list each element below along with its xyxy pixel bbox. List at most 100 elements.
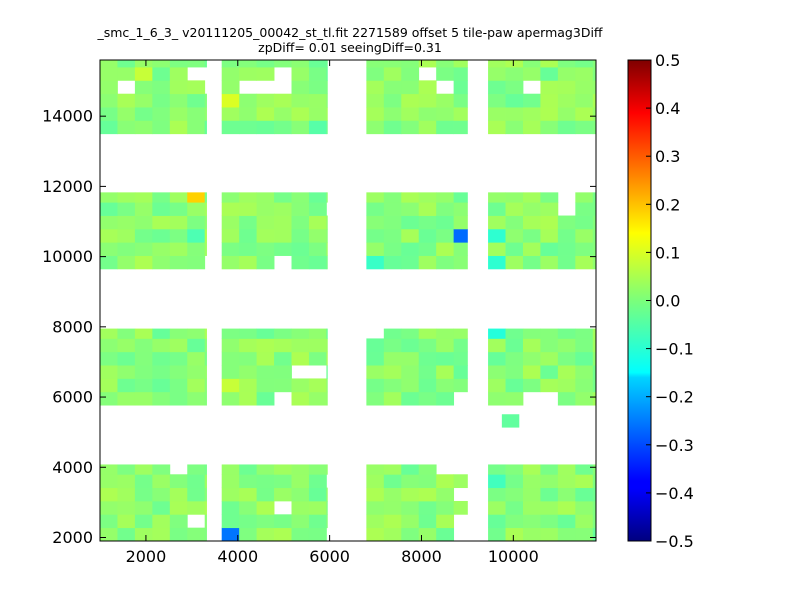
heatmap-cell <box>401 242 420 256</box>
heatmap-cell <box>100 365 118 379</box>
heatmap-cell <box>453 202 468 216</box>
heatmap-cell <box>204 338 207 353</box>
heatmap-cell <box>383 527 402 542</box>
heatmap-cell <box>134 192 153 203</box>
heatmap-cell <box>505 500 524 515</box>
heatmap-cell <box>366 215 385 230</box>
heatmap-cell <box>204 215 207 230</box>
heatmap-cell <box>221 67 240 81</box>
heatmap-cell <box>540 242 559 256</box>
heatmap-cell <box>488 67 506 81</box>
heatmap-cell <box>505 391 524 406</box>
heatmap-cell <box>169 215 188 230</box>
heatmap-cell <box>557 93 576 108</box>
heatmap-cell <box>274 365 292 379</box>
heatmap-cell <box>557 228 576 243</box>
heatmap-cell <box>187 202 206 216</box>
heatmap-cell <box>152 391 171 406</box>
heatmap-cell <box>575 328 594 339</box>
heatmap-cell <box>169 80 188 95</box>
heatmap-cell <box>187 228 206 243</box>
heatmap-cell <box>575 338 594 353</box>
colorbar-tick-label: 0.2 <box>655 195 680 214</box>
heatmap-cell <box>366 338 385 353</box>
heatmap-cell <box>575 487 594 502</box>
heatmap-cell <box>383 215 402 230</box>
heatmap-cell <box>134 93 153 108</box>
heatmap-cell <box>592 487 597 502</box>
heatmap-cell <box>204 192 207 203</box>
heatmap-cell <box>239 242 258 256</box>
heatmap-cell <box>592 120 597 135</box>
heatmap-cell <box>488 60 506 68</box>
heatmap-cell <box>134 67 153 81</box>
heatmap-cell <box>221 527 240 542</box>
heatmap-cell <box>575 464 594 475</box>
heatmap-cell <box>204 464 207 475</box>
y-tick-label: 12000 <box>42 177 93 196</box>
heatmap-cell <box>366 464 385 475</box>
heatmap-cell <box>308 474 327 489</box>
heatmap-cell <box>326 365 328 379</box>
heatmap-cell <box>383 514 402 529</box>
heatmap-cell <box>401 338 420 353</box>
heatmap-cell <box>522 242 541 256</box>
heatmap-cell <box>152 500 171 515</box>
heatmap-cell <box>418 464 437 475</box>
heatmap-cell <box>187 93 206 108</box>
heatmap-cell <box>488 255 506 270</box>
heatmap-cell <box>522 527 541 542</box>
heatmap-cell <box>204 391 207 406</box>
heatmap-cell <box>117 338 136 353</box>
heatmap-cell <box>557 365 576 379</box>
heatmap-cell <box>326 338 328 353</box>
heatmap-cell <box>204 474 207 489</box>
heatmap-cell <box>488 202 506 216</box>
heatmap-cell <box>575 215 594 230</box>
y-tick-label: 10000 <box>42 247 93 266</box>
heatmap-cell <box>117 192 136 203</box>
heatmap-cell <box>488 120 506 135</box>
heatmap-cell <box>117 228 136 243</box>
heatmap-cell <box>540 120 559 135</box>
heatmap-cell <box>100 328 118 339</box>
heatmap-cell <box>418 120 437 135</box>
heatmap-cell <box>291 80 310 95</box>
heatmap-cell <box>134 514 153 529</box>
heatmap-cell <box>418 242 437 256</box>
heatmap-cell <box>488 391 506 406</box>
heatmap-cell <box>540 215 559 230</box>
heatmap-cell <box>187 120 206 135</box>
heatmap-cell <box>557 351 576 366</box>
heatmap-cell <box>436 202 455 216</box>
heatmap-cell <box>522 202 541 216</box>
heatmap-cell <box>505 192 524 203</box>
heatmap-cell <box>401 80 420 95</box>
heatmap-cell <box>488 328 506 339</box>
heatmap-cell <box>169 514 188 529</box>
heatmap-cell <box>100 514 118 529</box>
heatmap-cell <box>436 365 455 379</box>
x-tick-label: 10000 <box>488 547 539 566</box>
heatmap-cell <box>366 365 385 379</box>
heatmap-cell <box>522 365 541 379</box>
heatmap-cell <box>291 338 310 353</box>
heatmap-cell <box>418 80 437 95</box>
heatmap-cell <box>557 67 576 81</box>
heatmap-cell <box>557 328 576 339</box>
heatmap-cell <box>221 474 240 489</box>
heatmap-cell <box>557 242 576 256</box>
heatmap-cell <box>326 255 328 270</box>
heatmap-cell <box>291 67 310 81</box>
heatmap-cell <box>256 120 275 135</box>
heatmap-cell <box>326 228 328 243</box>
heatmap-cell <box>169 242 188 256</box>
heatmap-cell <box>557 378 576 393</box>
heatmap-cell <box>557 107 576 121</box>
heatmap-cell <box>488 514 506 529</box>
heatmap-cell <box>592 500 597 515</box>
heatmap-cell <box>540 365 559 379</box>
heatmap-cell <box>522 514 541 529</box>
heatmap-cell <box>505 107 524 121</box>
heatmap-cell <box>401 192 420 203</box>
